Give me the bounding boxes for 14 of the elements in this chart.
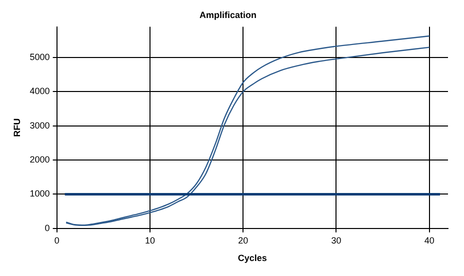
y-tick-label: 2000 (30, 154, 50, 165)
y-tick-label: 1000 (30, 188, 50, 199)
chart-title: Amplification (199, 10, 257, 20)
x-tick-label: 10 (144, 235, 155, 246)
x-tick-label: 20 (238, 235, 248, 246)
y-tick-label: 5000 (30, 52, 50, 62)
y-axis-title: RFU (12, 118, 22, 137)
x-axis-title: Cycles (238, 253, 267, 264)
x-tick-label: 30 (331, 235, 342, 246)
y-tick-label: 4000 (30, 86, 50, 96)
y-tick-label: 3000 (30, 120, 50, 130)
x-tick-label: 0 (54, 235, 60, 246)
y-tick-label: 0 (44, 222, 50, 233)
x-tick-label: 40 (424, 235, 434, 246)
